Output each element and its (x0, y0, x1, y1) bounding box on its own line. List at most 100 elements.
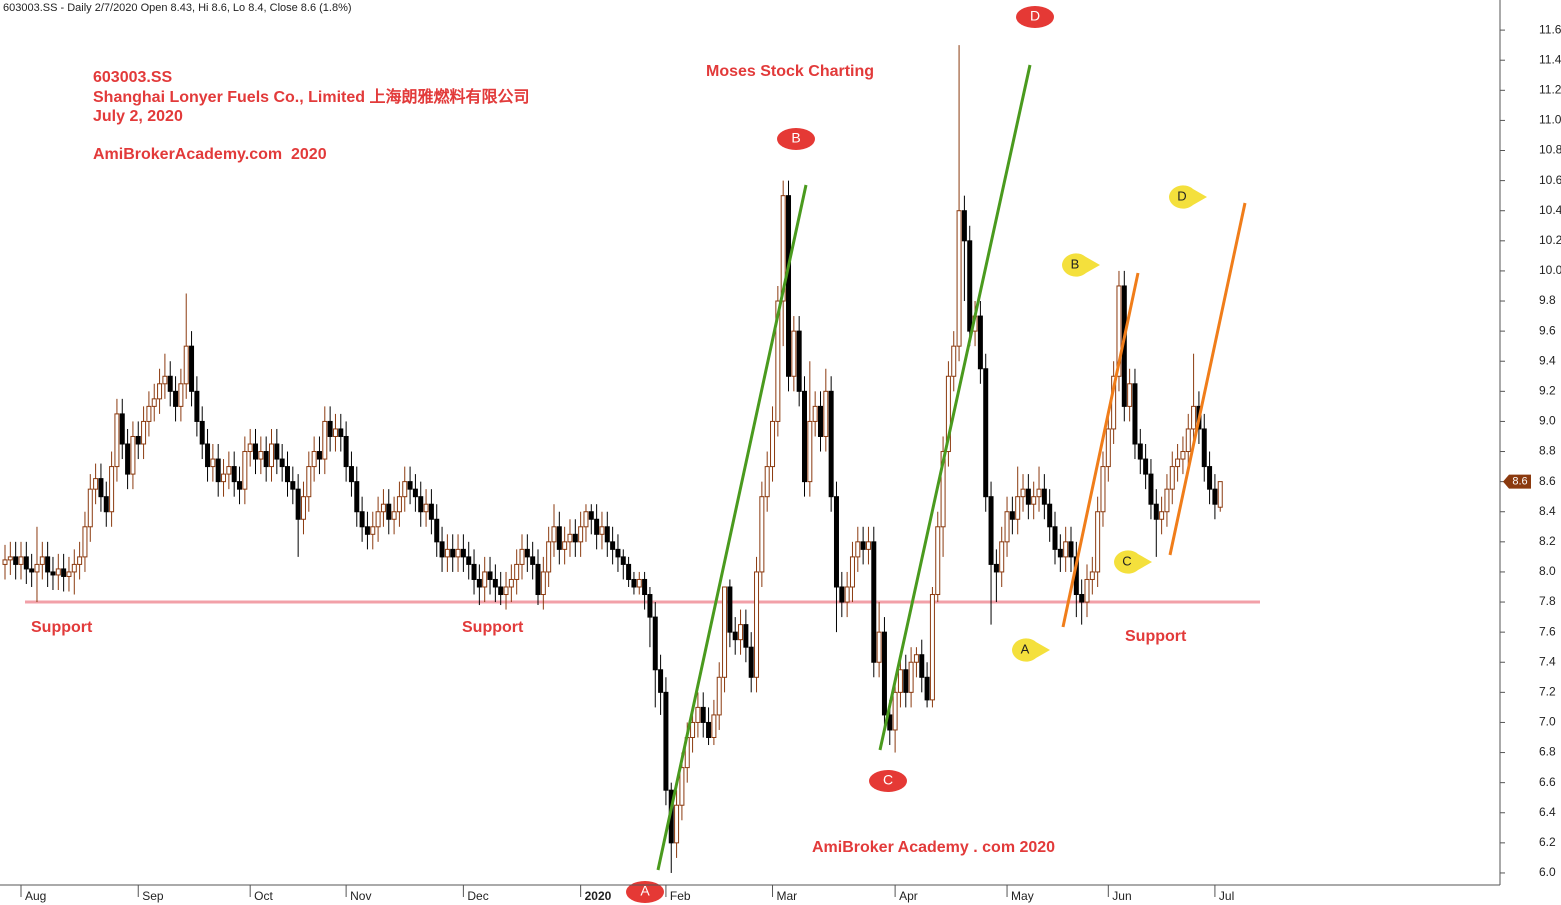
y-tick-label: 9.2 (1539, 383, 1556, 397)
candle-body (487, 571, 493, 580)
candle-body (1159, 511, 1165, 520)
candle-body (269, 443, 274, 468)
marker-label: A (1021, 641, 1030, 656)
candle-body (711, 714, 717, 738)
y-tick-label: 7.4 (1539, 654, 1556, 668)
candle-body (221, 473, 227, 483)
candle-body (151, 398, 157, 407)
candle-body (135, 435, 141, 445)
candle-body (162, 375, 168, 385)
red-marker: A (626, 881, 664, 903)
candle-body (1153, 503, 1159, 520)
candle-body (642, 578, 648, 596)
y-tick-label: 10.2 (1539, 233, 1561, 247)
candle-body (631, 578, 637, 588)
candle-body (444, 548, 450, 558)
candle-body (945, 375, 951, 453)
candle-body (93, 478, 99, 490)
trend-line (656, 184, 808, 871)
candle-body (29, 568, 35, 573)
candle-body (141, 420, 147, 445)
candle-body (258, 451, 264, 460)
candle-body (194, 390, 200, 422)
candle-body (1105, 428, 1111, 468)
candle-body (428, 503, 434, 520)
candle-body (253, 443, 259, 460)
candle-body (540, 571, 546, 596)
candle-body (828, 390, 834, 498)
candle-body (370, 526, 376, 535)
candle-body (109, 466, 115, 513)
y-tick-label: 6.2 (1539, 835, 1556, 849)
candle-body (610, 541, 616, 550)
candle-body (1068, 541, 1074, 558)
candle-body (279, 458, 285, 468)
candle-body (855, 541, 861, 558)
candle-body (514, 563, 520, 580)
marker-label: C (883, 772, 893, 788)
candle-body (39, 556, 45, 565)
candle-body (130, 435, 136, 475)
candle-body (770, 420, 776, 468)
candle-body (359, 511, 365, 528)
candle-body (343, 435, 349, 468)
candle-body (887, 714, 893, 731)
candle-body (706, 721, 712, 738)
candle-body (1143, 458, 1149, 475)
price-tag-label: 8.6 (1512, 476, 1527, 488)
candle-body (690, 721, 696, 738)
candle-body (999, 541, 1005, 573)
candle-body (839, 586, 845, 603)
candle-body (519, 548, 525, 565)
y-tick-label: 7.2 (1539, 685, 1556, 699)
red-marker: D (1016, 6, 1054, 28)
candle-body (935, 526, 941, 596)
y-tick-label: 8.8 (1539, 444, 1556, 458)
candle-body (780, 195, 786, 302)
candle-body (1079, 594, 1085, 603)
candle-body (402, 481, 408, 498)
candle-body (993, 563, 999, 573)
price-tag (1503, 474, 1531, 489)
candle-body (647, 594, 653, 618)
candle-body (892, 691, 898, 731)
candle-body (919, 654, 925, 678)
candle-body (119, 413, 125, 445)
y-tick-label: 7.8 (1539, 594, 1556, 608)
x-tick-label: Jul (1219, 889, 1234, 903)
title-line: July 2, 2020 (93, 108, 183, 125)
candle-body (530, 556, 536, 565)
candle-body (738, 624, 744, 641)
candle-body (881, 631, 887, 716)
candle-body (50, 571, 56, 576)
candle-body (626, 563, 632, 580)
candle-body (263, 451, 269, 468)
trend-line (878, 64, 1032, 751)
candle-body (1057, 548, 1063, 558)
marker-label: C (1122, 553, 1131, 568)
candle-body (674, 804, 680, 844)
candle-body (897, 669, 903, 693)
title-line: 603003.SS (93, 69, 173, 86)
candle-body (1201, 428, 1207, 468)
title-line: Shanghai Lonyer Fuels Co., Limited 上海朗雅燃… (93, 87, 529, 106)
candle-body (125, 443, 131, 475)
candle-body (226, 466, 232, 475)
candle-body (1100, 466, 1106, 513)
candle-body (871, 541, 877, 663)
x-tick-label: Dec (467, 889, 488, 903)
candle-body (556, 526, 562, 550)
candle-body (727, 586, 733, 633)
candle-body (82, 526, 88, 558)
yellow-marker: C (1114, 550, 1152, 574)
candle-body (929, 594, 935, 701)
red-marker: B (777, 128, 815, 150)
candle-body (748, 646, 754, 678)
candle-body (1185, 428, 1191, 453)
candle-body (1212, 488, 1218, 505)
candle-body (743, 624, 749, 648)
candle-body (786, 195, 792, 377)
y-tick-label: 8.4 (1539, 504, 1556, 518)
candle-body (114, 413, 120, 468)
x-tick-label: Mar (777, 889, 798, 903)
